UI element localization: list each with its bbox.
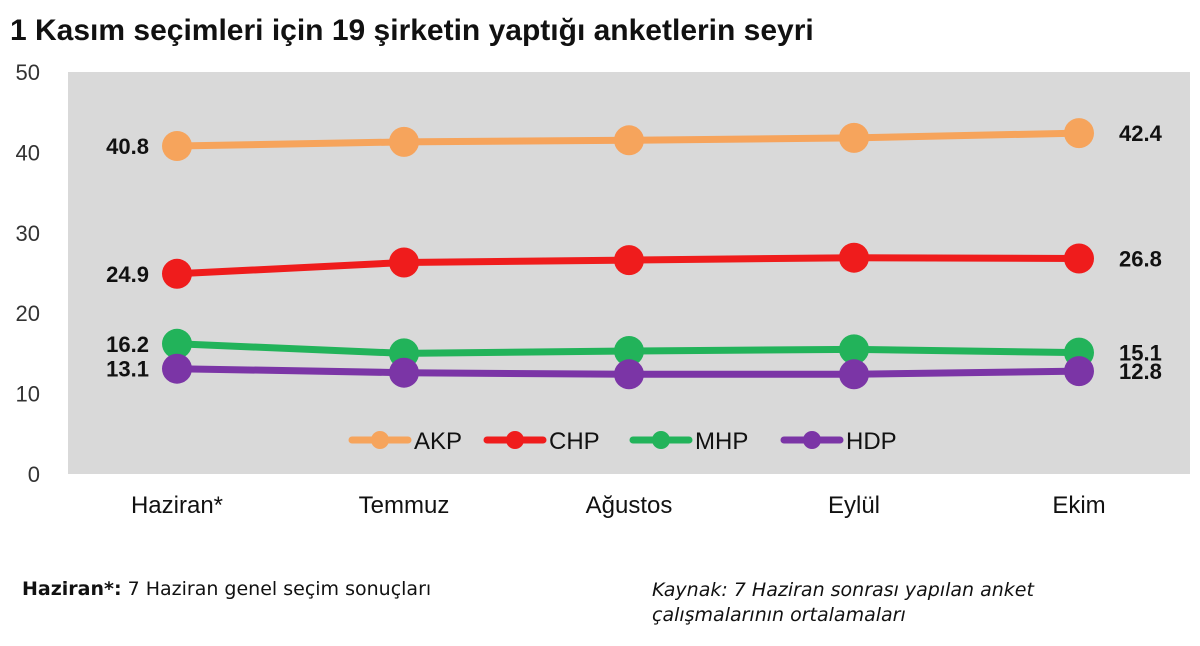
data-point-hdp bbox=[614, 359, 644, 390]
data-label-akp: 42.4 bbox=[1119, 121, 1163, 146]
data-point-chp bbox=[1064, 243, 1094, 274]
data-point-hdp bbox=[389, 357, 419, 388]
data-label-akp: 40.8 bbox=[106, 134, 149, 159]
data-point-chp bbox=[614, 245, 644, 276]
data-point-akp bbox=[162, 131, 192, 161]
legend-label-hdp: HDP bbox=[846, 428, 897, 455]
footnote: Haziran*: 7 Haziran genel seçim sonuçlar… bbox=[22, 578, 431, 600]
y-tick-label: 10 bbox=[16, 382, 40, 407]
source-line-1: Kaynak: 7 Haziran sonrası yapılan anket bbox=[652, 579, 1034, 601]
y-tick-label: 30 bbox=[16, 221, 40, 246]
y-tick-label: 50 bbox=[16, 60, 40, 85]
x-axis: Haziran* Temmuz Ağustos Eylül Ekim bbox=[131, 492, 1106, 519]
legend-label-akp: AKP bbox=[414, 428, 462, 455]
legend-label-mhp: MHP bbox=[695, 428, 748, 455]
footnote-key: Haziran*: bbox=[22, 578, 122, 600]
legend-marker-akp bbox=[371, 431, 389, 449]
series-layer bbox=[162, 118, 1094, 390]
source-note: Kaynak: 7 Haziran sonrası yapılan anket … bbox=[652, 578, 1172, 628]
data-point-akp bbox=[389, 126, 419, 157]
data-point-akp bbox=[614, 125, 644, 156]
legend-label-chp: CHP bbox=[549, 428, 600, 455]
legend-marker-chp bbox=[506, 431, 524, 449]
data-label-hdp: 13.1 bbox=[106, 357, 149, 382]
data-label-chp: 26.8 bbox=[1119, 247, 1162, 272]
footnote-text: 7 Haziran genel seçim sonuçları bbox=[121, 578, 432, 600]
legend-marker-hdp bbox=[803, 431, 821, 449]
y-tick-label: 20 bbox=[16, 301, 40, 326]
x-tick-label: Ağustos bbox=[586, 492, 673, 519]
data-label-mhp: 16.2 bbox=[106, 332, 149, 357]
x-tick-label: Haziran* bbox=[131, 492, 223, 519]
legend-marker-mhp bbox=[652, 431, 670, 449]
data-point-mhp bbox=[839, 334, 869, 365]
data-point-hdp bbox=[839, 359, 869, 390]
data-label-chp: 24.9 bbox=[106, 262, 149, 287]
legend: AKP CHP MHP HDP bbox=[348, 428, 897, 455]
data-point-hdp bbox=[1064, 356, 1094, 387]
data-point-akp bbox=[1064, 118, 1094, 149]
data-point-chp bbox=[839, 242, 869, 273]
x-tick-label: Eylül bbox=[828, 492, 880, 519]
data-point-chp bbox=[162, 258, 192, 289]
data-point-hdp bbox=[162, 353, 192, 384]
data-point-mhp bbox=[162, 328, 192, 359]
data-labels: 40.8 42.4 24.9 26.8 16.2 15.1 13.1 12.8 bbox=[106, 121, 1162, 384]
data-label-mhp: 15.1 bbox=[1119, 341, 1162, 366]
data-point-mhp bbox=[614, 336, 644, 366]
data-label-hdp: 12.8 bbox=[1119, 359, 1162, 384]
source-line-2: çalışmalarının ortalamaları bbox=[652, 604, 906, 626]
x-tick-label: Temmuz bbox=[359, 492, 450, 519]
y-axis: 0 10 20 30 40 50 bbox=[16, 60, 40, 487]
chart-title: 1 Kasım seçimleri için 19 şirketin yaptı… bbox=[10, 14, 814, 47]
data-point-chp bbox=[389, 247, 419, 278]
y-tick-label: 0 bbox=[28, 462, 40, 487]
x-tick-label: Ekim bbox=[1052, 492, 1105, 519]
y-tick-label: 40 bbox=[16, 140, 40, 165]
data-point-akp bbox=[839, 122, 869, 153]
